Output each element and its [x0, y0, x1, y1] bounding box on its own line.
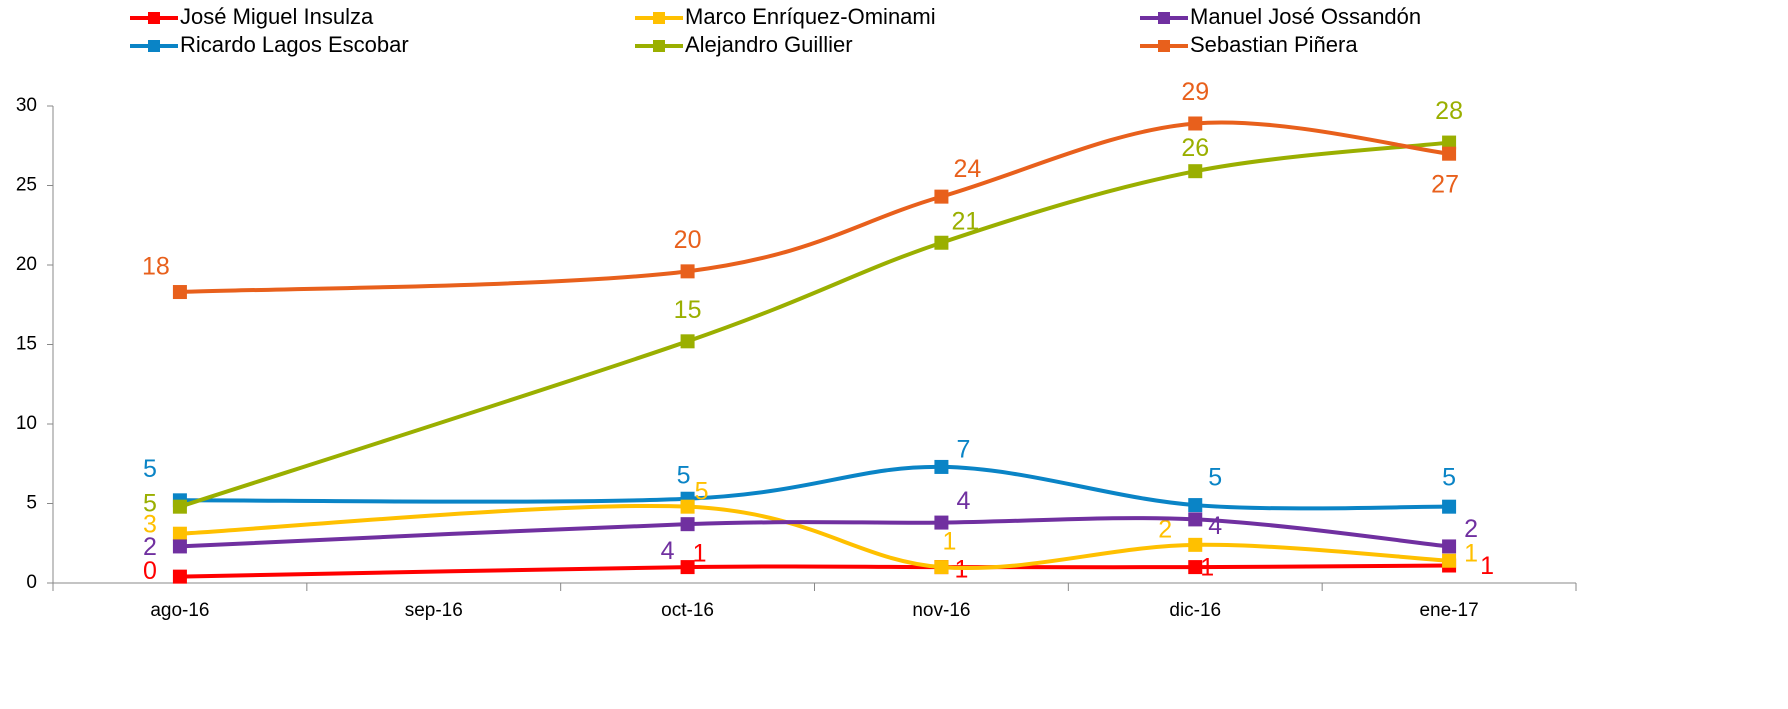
legend-marker — [653, 12, 665, 24]
legend-label: Manuel José Ossandón — [1190, 4, 1421, 29]
data-label: 28 — [1435, 97, 1463, 125]
point-marker — [1188, 560, 1203, 575]
x-tick-label: oct-16 — [661, 600, 714, 621]
legend-marker — [1158, 12, 1170, 24]
data-label: 2 — [1158, 515, 1172, 543]
data-label: 5 — [1208, 464, 1222, 492]
y-tick-label: 10 — [16, 413, 37, 434]
data-label: 18 — [142, 253, 170, 281]
y-tick-label: 25 — [16, 175, 37, 196]
point-marker — [172, 526, 187, 541]
x-tick-label: ene-17 — [1419, 600, 1478, 621]
data-label: 29 — [1181, 78, 1209, 106]
data-label: 21 — [952, 207, 980, 235]
point-marker — [934, 560, 949, 575]
data-label: 27 — [1431, 170, 1459, 198]
data-label: 24 — [954, 155, 982, 183]
data-label: 15 — [674, 296, 702, 324]
series-line — [179, 464, 1450, 511]
point-marker — [1188, 512, 1203, 527]
data-label: 26 — [1181, 134, 1209, 162]
point-marker — [1188, 116, 1203, 131]
series-line — [179, 140, 1450, 509]
data-label: 3 — [143, 510, 157, 538]
point-marker — [680, 264, 695, 279]
point-marker — [1442, 553, 1457, 568]
point-marker — [680, 499, 695, 514]
data-label: 2 — [143, 533, 157, 561]
point-marker — [172, 499, 187, 514]
data-label: 20 — [674, 226, 702, 254]
series-line — [179, 503, 1450, 571]
point-marker — [1442, 539, 1457, 554]
data-label: 5 — [1442, 463, 1456, 491]
x-tick-label: ago-16 — [150, 600, 209, 621]
series-line — [179, 563, 1450, 579]
y-tick-label: 30 — [16, 95, 37, 116]
point-marker — [172, 285, 187, 300]
point-marker — [934, 515, 949, 530]
legend-label: Alejandro Guillier — [685, 32, 853, 57]
legend-label: Marco Enríquez-Ominami — [685, 4, 936, 29]
data-label: 4 — [1208, 512, 1222, 540]
point-marker — [1188, 498, 1203, 513]
data-label: 5 — [677, 461, 691, 489]
point-marker — [1442, 146, 1457, 161]
point-marker — [680, 517, 695, 532]
x-tick-label: nov-16 — [912, 600, 970, 621]
point-marker — [1442, 499, 1457, 514]
legend-label: Ricardo Lagos Escobar — [180, 32, 409, 57]
point-marker — [1442, 135, 1457, 150]
point-marker — [680, 334, 695, 349]
legend-marker — [148, 40, 160, 52]
point-marker — [680, 560, 695, 575]
y-tick-label: 20 — [16, 254, 37, 275]
x-tick-label: dic-16 — [1169, 600, 1221, 621]
legend-marker — [1158, 40, 1170, 52]
point-marker — [934, 459, 949, 474]
y-tick-label: 15 — [16, 334, 37, 355]
data-label: 5 — [143, 455, 157, 483]
data-label: 0 — [143, 557, 157, 585]
y-tick-label: 0 — [26, 572, 37, 593]
data-label: 1 — [693, 540, 707, 568]
y-tick-label: 5 — [26, 493, 37, 514]
point-marker — [172, 539, 187, 554]
data-label: 5 — [143, 489, 157, 517]
data-label: 1 — [942, 528, 956, 556]
data-label: 4 — [661, 537, 675, 565]
legend-marker — [148, 12, 160, 24]
legend-label: José Miguel Insulza — [180, 4, 374, 29]
legend-marker — [653, 40, 665, 52]
point-marker — [172, 569, 187, 584]
point-marker — [934, 235, 949, 250]
data-label: 2 — [1464, 515, 1478, 543]
data-label: 1 — [1464, 539, 1478, 567]
point-marker — [934, 189, 949, 204]
point-marker — [1188, 164, 1203, 179]
data-label: 7 — [956, 436, 970, 464]
data-label: 1 — [1480, 552, 1494, 580]
series-line — [179, 516, 1450, 549]
data-label: 4 — [956, 487, 970, 515]
series-line — [179, 120, 1450, 295]
data-label: 5 — [695, 477, 709, 505]
point-marker — [1188, 537, 1203, 552]
data-label: 1 — [1200, 554, 1214, 582]
legend-label: Sebastian Piñera — [1190, 32, 1358, 57]
x-tick-label: sep-16 — [405, 600, 463, 621]
